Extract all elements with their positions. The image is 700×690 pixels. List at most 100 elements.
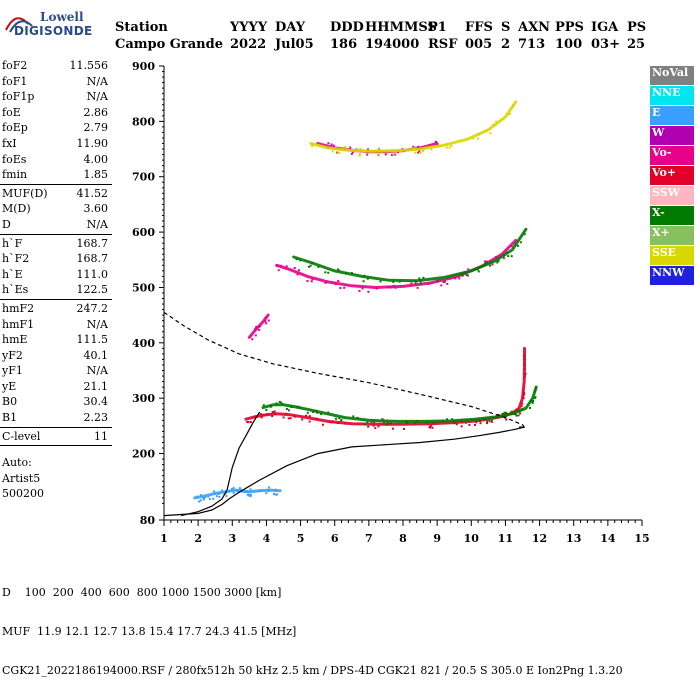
- echo-point: [295, 406, 298, 409]
- echo-point: [414, 422, 417, 425]
- legend-entry: SSE: [650, 246, 694, 265]
- echo-point: [343, 286, 346, 289]
- echo-point: [264, 320, 267, 323]
- logo-line1: Lowell: [40, 10, 84, 24]
- echo-point: [455, 423, 458, 426]
- echo-point: [375, 287, 378, 290]
- echo-point: [458, 277, 461, 280]
- echo-point: [278, 400, 281, 403]
- echo-point: [519, 412, 522, 415]
- echo-point: [267, 489, 270, 492]
- echo-point: [507, 112, 510, 115]
- echo-point: [372, 424, 375, 427]
- echo-point: [295, 258, 298, 261]
- x-tick-label: 4: [263, 532, 271, 545]
- echo-point: [282, 416, 285, 419]
- echo-point: [495, 120, 498, 123]
- echo-point: [207, 495, 210, 498]
- legend-entry: X+: [650, 226, 694, 245]
- echo-point: [322, 423, 324, 426]
- echo-point: [361, 287, 364, 290]
- parameter-value: 4.00: [83, 152, 109, 166]
- echo-point: [522, 391, 525, 393]
- parameter-name: foF1: [2, 74, 28, 88]
- echo-point: [232, 491, 235, 494]
- echo-point: [327, 271, 330, 274]
- parameter-name: h`F: [2, 236, 23, 250]
- echo-point: [269, 405, 271, 408]
- echo-point: [350, 272, 353, 274]
- parameter-value: 247.2: [76, 301, 109, 315]
- echo-point: [478, 133, 481, 136]
- legend-entry: E: [650, 106, 694, 125]
- echo-point: [377, 154, 380, 157]
- echo-point: [363, 274, 366, 277]
- echo-point: [311, 145, 314, 148]
- echo-point: [534, 389, 537, 392]
- header-value-ddd: 186: [330, 37, 358, 52]
- parameter-row: foF2 11.556: [0, 58, 112, 74]
- echo-point: [253, 415, 256, 418]
- echo-point: [230, 488, 233, 490]
- echo-trace: [292, 227, 528, 283]
- echo-point: [460, 425, 463, 428]
- echo-point: [432, 421, 435, 424]
- echo-point: [196, 495, 199, 498]
- parameter-value: 168.7: [76, 236, 109, 250]
- echo-point: [422, 276, 425, 279]
- parameter-separator: [0, 233, 112, 235]
- echo-point: [334, 283, 337, 286]
- echo-point: [373, 421, 376, 424]
- parameter-row: foF1p N/A: [0, 89, 112, 105]
- echo-point: [468, 424, 471, 426]
- echo-point: [496, 261, 499, 264]
- echo-point: [366, 153, 369, 156]
- echo-point: [420, 282, 423, 285]
- y-tick-label: 600: [132, 226, 155, 239]
- echo-point: [311, 262, 314, 265]
- header-label-axn: AXN: [518, 20, 551, 35]
- echo-point: [523, 355, 526, 357]
- echo-point: [344, 422, 347, 425]
- echo-point: [350, 152, 353, 155]
- parameter-row: C-level 11: [0, 429, 112, 445]
- echo-point: [514, 244, 517, 247]
- parameter-name: h`Es: [2, 283, 29, 297]
- echo-point: [412, 147, 415, 150]
- parameter-row: fxI 11.90: [0, 136, 112, 152]
- header-value-pps: 100: [555, 37, 583, 52]
- parameter-row: h`F 168.7: [0, 236, 112, 252]
- echo-point: [313, 143, 315, 146]
- parameter-separator: [0, 183, 112, 185]
- echo-point: [438, 145, 441, 148]
- echo-point: [290, 405, 293, 408]
- digisonde-logo: Lowell DIGISONDE: [4, 6, 104, 42]
- parameter-row: fmin 1.85: [0, 167, 112, 183]
- echo-point: [486, 422, 488, 425]
- echo-point: [418, 277, 421, 280]
- echo-point: [217, 493, 220, 495]
- echo-point: [445, 143, 448, 146]
- echo-point: [476, 268, 479, 271]
- echo-point: [262, 404, 265, 407]
- parameter-row: yF2 40.1: [0, 348, 112, 364]
- echo-point: [336, 422, 339, 424]
- echo-point: [418, 149, 421, 152]
- echo-point: [258, 329, 261, 331]
- header-value-s: 2: [501, 37, 511, 52]
- header-label-ddd: DDD: [330, 20, 364, 35]
- parameter-value: 11.556: [69, 59, 109, 72]
- legend-entry: Vo+: [650, 166, 694, 185]
- echo-point: [275, 402, 278, 405]
- echo-point: [255, 326, 258, 328]
- parameter-row: hmE 111.5: [0, 332, 112, 348]
- header-label-ps: PS: [627, 20, 647, 35]
- echo-point: [310, 280, 313, 283]
- echo-point: [367, 148, 369, 151]
- echo-point: [276, 493, 279, 496]
- parameter-row: h`F2 168.7: [0, 251, 112, 267]
- echo-point: [475, 421, 478, 424]
- header-label-station: Station: [115, 20, 168, 35]
- parameter-value: 111.5: [76, 333, 109, 347]
- parameter-name: foE: [2, 105, 21, 119]
